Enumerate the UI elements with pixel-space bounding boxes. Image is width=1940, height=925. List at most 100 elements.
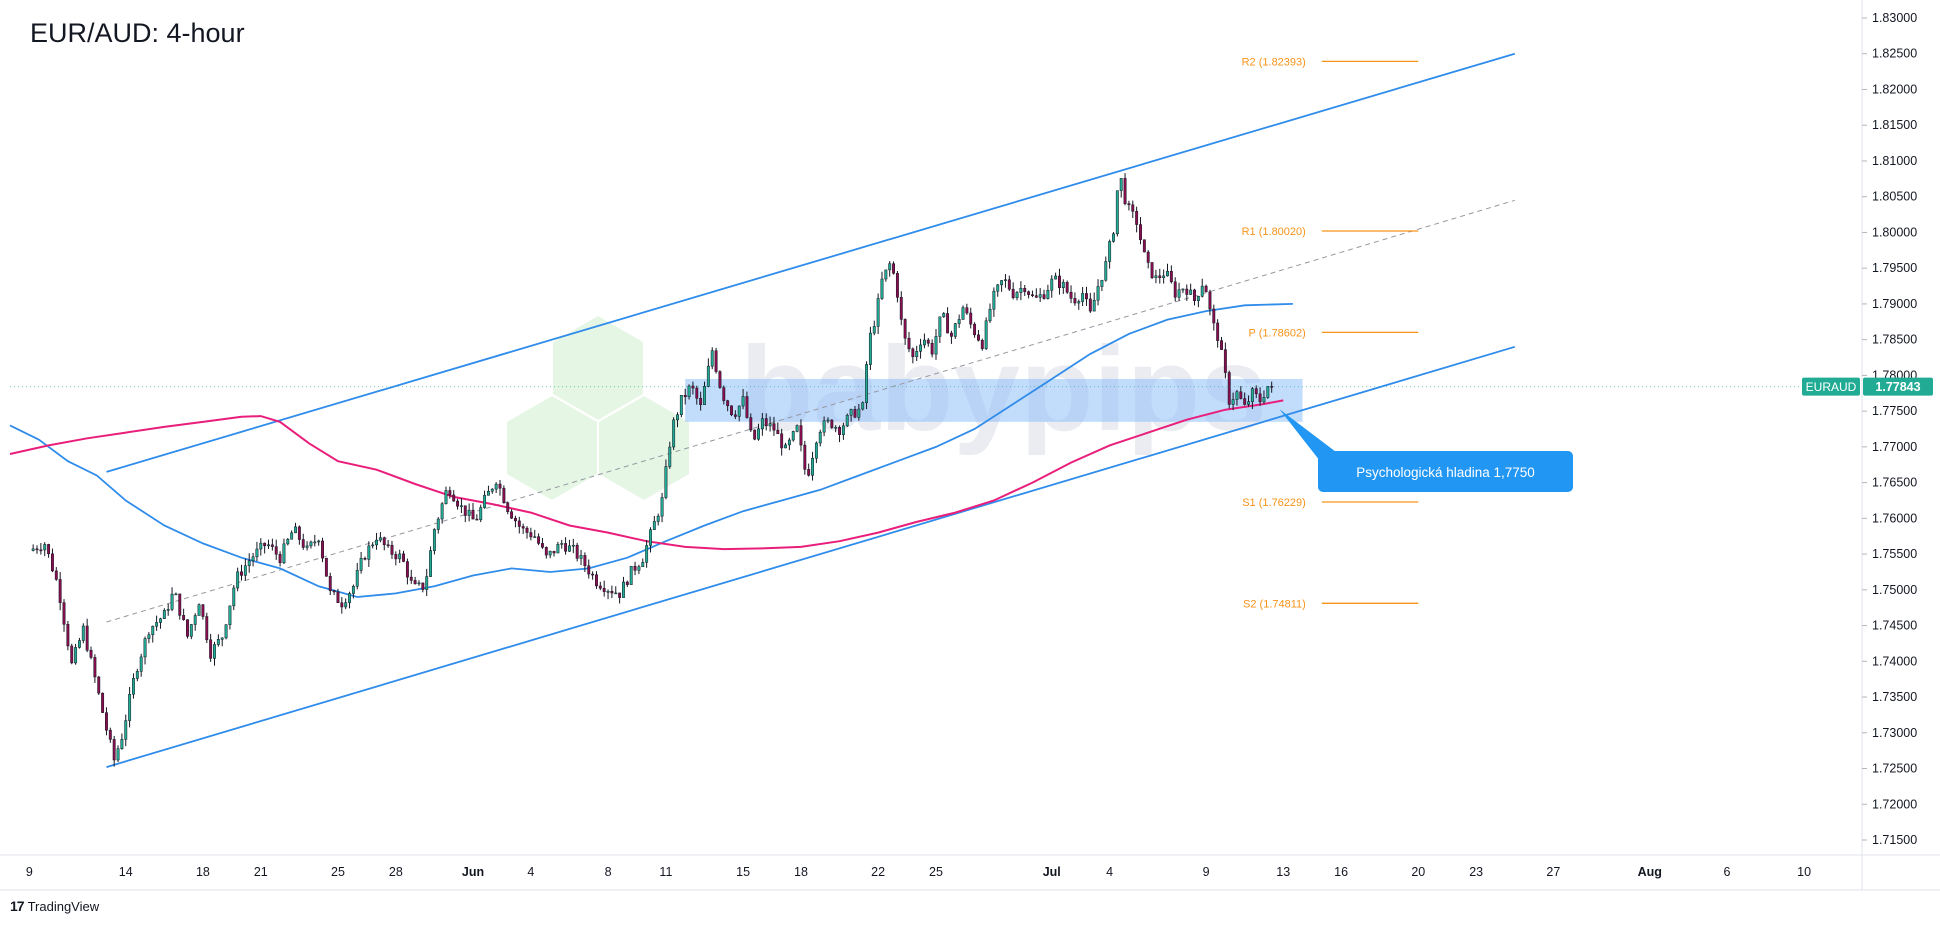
candle-down [1088, 298, 1092, 312]
candle-down [270, 544, 274, 547]
candle-up [220, 637, 224, 640]
candle-up [139, 656, 143, 672]
candle-up [432, 529, 436, 551]
x-tick-label-18: 16 [1334, 865, 1348, 879]
candle-down [448, 490, 452, 496]
candle-up [479, 507, 483, 521]
candle-up [1046, 289, 1050, 299]
candle-down [1023, 288, 1027, 292]
candle-up [849, 409, 853, 416]
tradingview-brand[interactable]: 17 TradingView [10, 898, 99, 914]
candle-down [726, 400, 730, 407]
channel-midline [106, 199, 1515, 623]
candle-down [965, 307, 969, 314]
candle-up [834, 427, 838, 429]
candle-up [888, 263, 892, 271]
y-tick-label-0: 1.83000 [1872, 11, 1917, 25]
candle-down [749, 417, 753, 431]
plot-area [10, 0, 1862, 855]
watermark-hex-top [553, 316, 643, 420]
candle-up [533, 536, 537, 538]
candle-up [1000, 280, 1004, 286]
candle-up [174, 593, 178, 596]
candle-down [47, 544, 51, 555]
y-tick-label-15: 1.75500 [1872, 547, 1917, 561]
candle-up [922, 339, 926, 346]
candle-up [282, 543, 286, 564]
candle-up [868, 332, 872, 365]
candle-down [1127, 203, 1131, 206]
candle-up [255, 548, 259, 558]
candle-down [691, 385, 695, 389]
candle-up [1247, 401, 1250, 405]
candle-down [899, 297, 903, 320]
x-tick-label-24: 10 [1797, 865, 1811, 879]
candle-down [575, 544, 579, 559]
candle-up [664, 466, 668, 498]
candle-down [70, 645, 74, 664]
candle-down [973, 323, 977, 336]
candle-up [267, 544, 270, 547]
candle-up [706, 365, 710, 387]
candle-down [405, 561, 409, 578]
candle-up [938, 316, 942, 337]
candle-down [89, 650, 93, 658]
candle-up [548, 550, 552, 556]
candle-down [907, 337, 911, 350]
candle-up [814, 442, 818, 459]
candle-up [787, 439, 791, 446]
candle-up [579, 555, 583, 559]
candle-down [1042, 294, 1046, 299]
candle-up [31, 548, 35, 551]
candle-down [591, 573, 595, 576]
candle-up [1235, 391, 1239, 400]
chart-title: EUR/AUD: 4-hour [30, 18, 245, 48]
candle-down [321, 540, 324, 559]
candle-down [892, 263, 896, 274]
candle-down [502, 487, 506, 504]
candle-down [733, 414, 737, 417]
candle-up [43, 544, 47, 551]
x-tick-label-15: 4 [1106, 865, 1113, 879]
candle-up [629, 566, 633, 585]
y-tick-label-3: 1.81500 [1872, 118, 1917, 132]
candle-down [1239, 391, 1243, 399]
candle-up [872, 326, 876, 334]
candle-up [355, 570, 359, 587]
candle-down [830, 419, 834, 428]
candle-up [425, 576, 429, 590]
candle-down [564, 543, 568, 552]
candle-down [718, 371, 722, 388]
candle-up [132, 678, 135, 695]
candle-down [521, 526, 525, 529]
candle-down [525, 527, 529, 533]
candle-up [811, 457, 814, 476]
x-tick-label-17: 13 [1276, 865, 1290, 879]
candle-down [382, 537, 386, 546]
candle-up [351, 586, 355, 594]
candle-down [517, 520, 521, 527]
candle-down [1220, 340, 1223, 350]
candle-up [992, 290, 996, 310]
candle-down [764, 418, 768, 427]
candle-up [290, 532, 294, 540]
candle-up [1112, 233, 1115, 242]
candle-down [182, 615, 186, 620]
x-tick-label-23: 6 [1723, 865, 1730, 879]
candle-down [363, 558, 367, 560]
candle-up [1166, 270, 1169, 277]
x-tick-label-21: 27 [1546, 865, 1560, 879]
candle-down [930, 343, 934, 355]
candle-up [737, 405, 741, 417]
x-tick-label-6: Jun [462, 865, 484, 879]
ma-magenta-line [9, 399, 1284, 551]
pivot-label-3: S1 (1.76229) [1242, 497, 1306, 509]
candle-up [1231, 399, 1235, 405]
candle-down [66, 624, 70, 647]
candle-up [147, 634, 151, 639]
y-tick-label-22: 1.72000 [1872, 797, 1917, 811]
x-tick-label-11: 18 [794, 865, 808, 879]
candle-up [236, 571, 240, 589]
candle-down [1142, 239, 1146, 253]
candle-down [274, 546, 278, 555]
